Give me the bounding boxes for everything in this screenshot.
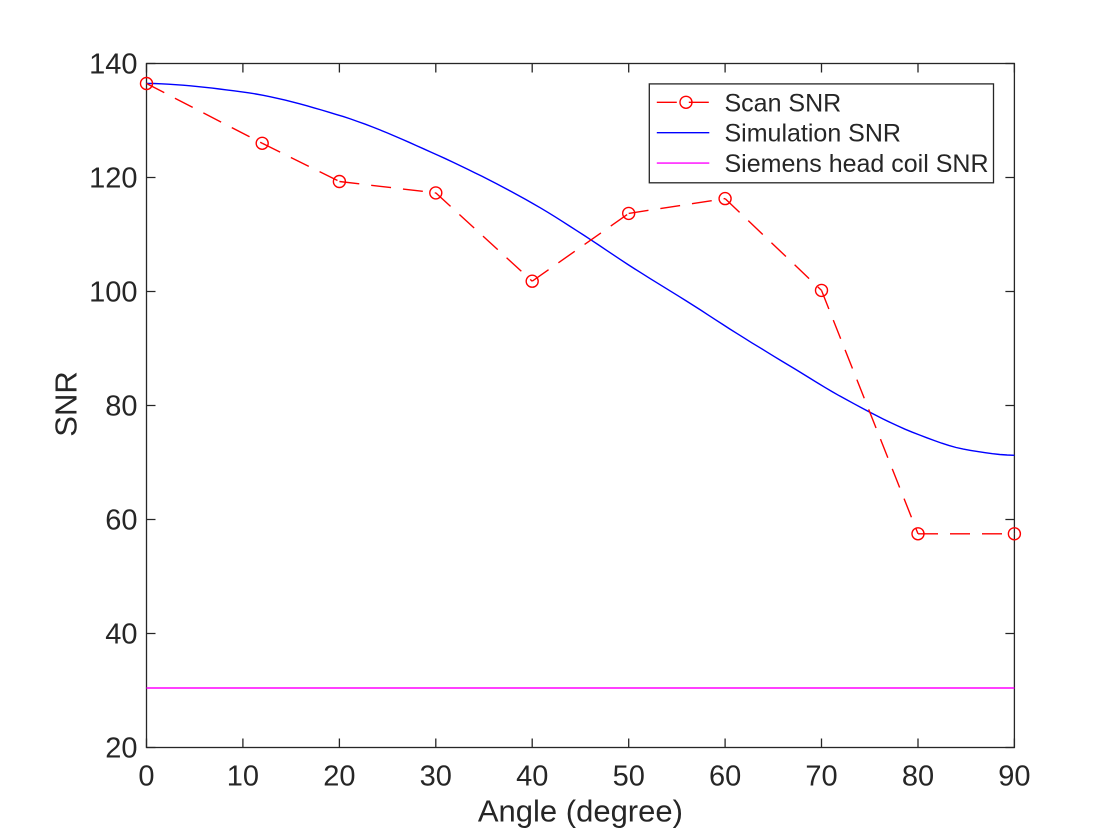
svg-text:120: 120 xyxy=(89,163,137,195)
svg-text:20: 20 xyxy=(105,733,137,765)
svg-text:Siemens head coil SNR: Siemens head coil SNR xyxy=(725,150,989,178)
svg-text:40: 40 xyxy=(105,619,137,651)
svg-text:70: 70 xyxy=(805,761,837,793)
svg-text:60: 60 xyxy=(709,761,741,793)
svg-text:80: 80 xyxy=(902,761,934,793)
svg-text:140: 140 xyxy=(89,49,137,81)
svg-text:20: 20 xyxy=(323,761,355,793)
svg-text:Angle (degree): Angle (degree) xyxy=(478,793,683,828)
svg-text:60: 60 xyxy=(105,505,137,537)
svg-text:SNR: SNR xyxy=(48,371,83,436)
svg-text:80: 80 xyxy=(105,391,137,423)
svg-text:10: 10 xyxy=(227,761,259,793)
svg-text:Scan SNR: Scan SNR xyxy=(725,89,842,117)
svg-text:50: 50 xyxy=(613,761,645,793)
svg-text:30: 30 xyxy=(420,761,452,793)
svg-text:0: 0 xyxy=(138,761,154,793)
svg-text:90: 90 xyxy=(998,761,1030,793)
svg-text:40: 40 xyxy=(516,761,548,793)
svg-text:100: 100 xyxy=(89,277,137,309)
svg-text:Simulation SNR: Simulation SNR xyxy=(725,120,901,148)
